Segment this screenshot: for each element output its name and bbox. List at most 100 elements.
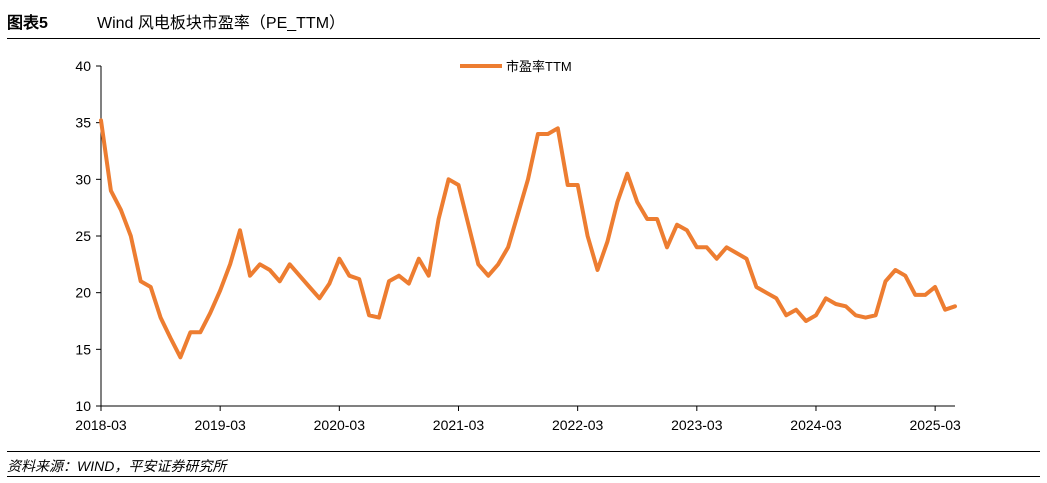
series-point bbox=[556, 127, 559, 130]
series-point bbox=[815, 314, 817, 317]
series-point bbox=[110, 189, 112, 192]
bottom-divider bbox=[7, 476, 1040, 477]
series-point bbox=[696, 246, 698, 249]
series-point bbox=[725, 246, 728, 249]
series-point bbox=[120, 209, 122, 211]
chart-ticks: 10 15 20 25 30 35 40 2018-03 2019-03 2020-03 2021-… bbox=[75, 58, 961, 433]
series-point bbox=[705, 246, 708, 249]
figure-title: Wind 风电板块市盈率（PE_TTM） bbox=[97, 15, 346, 32]
series-point bbox=[338, 257, 341, 260]
chart-series bbox=[99, 118, 957, 360]
y-tick-label: 20 bbox=[75, 285, 91, 301]
series-point bbox=[398, 274, 400, 277]
series-point bbox=[417, 257, 420, 260]
series-point bbox=[259, 263, 261, 266]
series-point bbox=[199, 331, 202, 334]
series-point bbox=[437, 218, 440, 220]
source-note: 资料来源：WIND，平安证券研究所 bbox=[7, 458, 227, 474]
series-point bbox=[944, 308, 946, 311]
series-point bbox=[805, 320, 807, 322]
chart-axes bbox=[100, 66, 955, 407]
series-point bbox=[656, 218, 658, 220]
series-point bbox=[447, 178, 450, 181]
series-point bbox=[358, 278, 360, 280]
legend-label: 市盈率TTM bbox=[506, 59, 572, 74]
x-tick-label: 2019-03 bbox=[194, 417, 246, 433]
series-point bbox=[924, 294, 927, 296]
x-tick-label: 2022-03 bbox=[552, 417, 604, 433]
series-point bbox=[844, 305, 847, 308]
series-point bbox=[904, 274, 907, 277]
series-point bbox=[586, 235, 589, 237]
series-point bbox=[676, 223, 678, 226]
series-point bbox=[249, 274, 251, 277]
series-point bbox=[507, 246, 509, 249]
series-point bbox=[219, 289, 221, 292]
x-tick-label: 2024-03 bbox=[790, 417, 842, 433]
series-point bbox=[785, 314, 787, 317]
series-point bbox=[328, 282, 331, 285]
series-point bbox=[239, 229, 241, 232]
series-line bbox=[99, 118, 957, 360]
series-point bbox=[169, 337, 172, 339]
series-point bbox=[517, 212, 519, 215]
series-point bbox=[884, 280, 887, 283]
series-point bbox=[616, 201, 619, 203]
series-point bbox=[894, 269, 897, 271]
series-point bbox=[427, 274, 430, 277]
x-tick-label: 2020-03 bbox=[314, 417, 366, 433]
series-point bbox=[765, 291, 768, 294]
series-point bbox=[715, 257, 718, 260]
series-point bbox=[547, 133, 549, 135]
series-point bbox=[914, 294, 917, 296]
series-point bbox=[626, 172, 629, 175]
series-point bbox=[566, 184, 569, 186]
series-point bbox=[318, 297, 321, 300]
series-point bbox=[835, 303, 837, 305]
series-point bbox=[537, 133, 539, 135]
series-point bbox=[408, 282, 410, 285]
series-point bbox=[825, 297, 827, 300]
series-point bbox=[954, 305, 956, 308]
series-point bbox=[755, 286, 758, 288]
series-point bbox=[666, 246, 668, 249]
series-point bbox=[129, 235, 132, 237]
series-point bbox=[189, 331, 192, 334]
series-point bbox=[745, 257, 748, 260]
series-point bbox=[934, 286, 936, 288]
series-point bbox=[487, 274, 490, 277]
y-tick-label: 35 bbox=[75, 115, 91, 131]
series-point bbox=[497, 263, 500, 266]
series-point bbox=[646, 218, 648, 220]
y-tick-label: 25 bbox=[75, 228, 91, 244]
series-point bbox=[308, 286, 311, 288]
y-tick-label: 30 bbox=[75, 171, 91, 187]
series-point bbox=[527, 178, 529, 181]
x-tick-label: 2021-03 bbox=[433, 417, 485, 433]
series-point bbox=[348, 274, 351, 277]
series-point bbox=[735, 252, 738, 254]
series-point bbox=[854, 314, 857, 317]
chart-legend: 市盈率TTM bbox=[460, 59, 572, 74]
y-tick-label: 40 bbox=[75, 58, 91, 74]
series-point bbox=[864, 316, 867, 319]
x-tick-label: 2023-03 bbox=[671, 417, 723, 433]
x-tick-label: 2025-03 bbox=[909, 417, 961, 433]
series-point bbox=[686, 229, 688, 232]
series-point bbox=[775, 297, 778, 300]
series-point bbox=[606, 240, 609, 243]
series-point bbox=[467, 223, 470, 226]
series-point bbox=[596, 269, 599, 271]
y-tick-label: 10 bbox=[75, 398, 91, 414]
series-point bbox=[278, 280, 281, 283]
series-point bbox=[298, 274, 301, 277]
series-point bbox=[179, 356, 182, 359]
series-point bbox=[457, 184, 460, 186]
series-point bbox=[100, 119, 102, 122]
series-point bbox=[636, 201, 639, 203]
footer-divider bbox=[7, 451, 1040, 452]
series-point bbox=[209, 312, 212, 314]
series-point bbox=[288, 263, 291, 266]
y-tick-label: 15 bbox=[75, 341, 91, 357]
series-point bbox=[874, 314, 877, 317]
